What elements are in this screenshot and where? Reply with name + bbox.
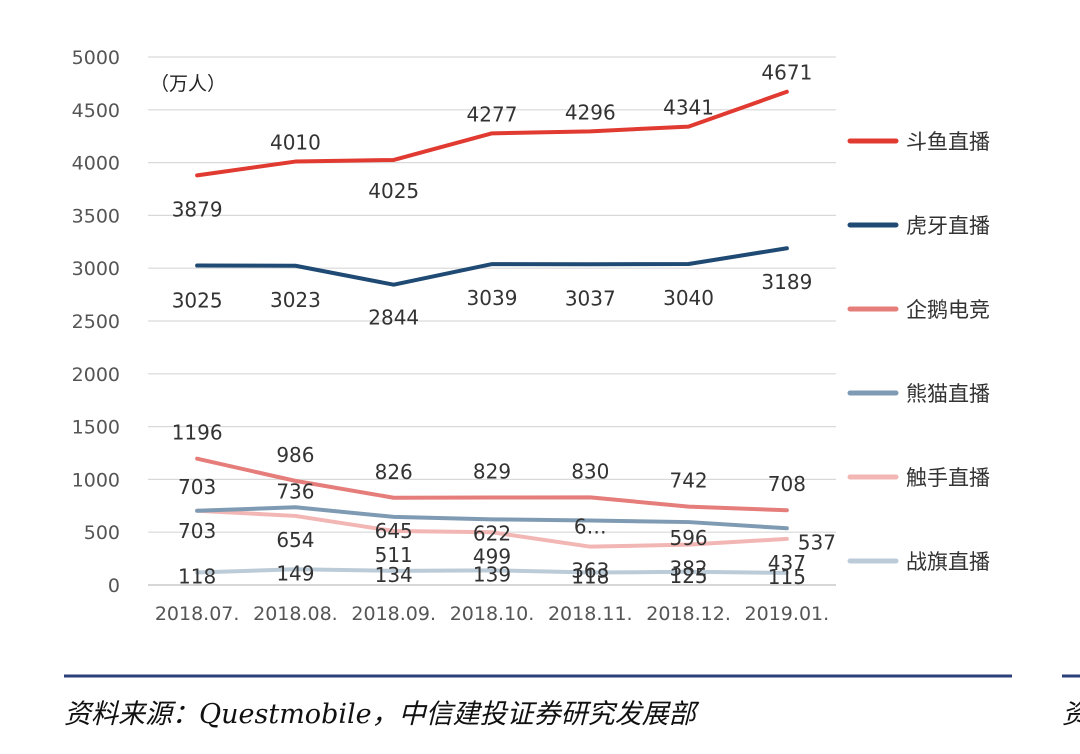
data-label: 4671 [761, 61, 812, 85]
data-label: 622 [473, 521, 511, 545]
series-line-2 [195, 456, 789, 513]
y-tick-label: 3500 [72, 205, 120, 227]
data-label: 645 [375, 519, 413, 543]
data-label: 139 [473, 562, 511, 586]
data-label: 703 [178, 475, 216, 499]
series-lines [195, 89, 789, 575]
data-label: 4277 [467, 102, 518, 126]
x-axis: 2018.07. 2018.08. 2018.09. 2018.10. 2018.11.… [155, 603, 829, 625]
y-tick-label: 2000 [72, 364, 120, 386]
data-label: 830 [571, 459, 609, 483]
data-label: 537 [798, 530, 836, 554]
data-label: 363 [571, 559, 609, 583]
data-labels: 3879 4010 4025 4277 4296 4341 4671 3025 3023 2844… [172, 61, 836, 589]
legend-label: 触手直播 [906, 466, 990, 490]
data-label: 2844 [368, 306, 419, 330]
y-tick-label: 500 [84, 522, 120, 544]
data-label: 742 [669, 469, 707, 493]
y-tick-label: 1000 [72, 469, 120, 491]
legend-label: 熊猫直播 [906, 382, 990, 406]
legend-label: 战旗直播 [906, 550, 990, 574]
data-label: 826 [375, 460, 413, 484]
y-axis: 0 500 1000 1500 2000 2500 3000 3500 4000 4500 5000 [72, 47, 120, 597]
y-tick-label: 2500 [72, 311, 120, 333]
data-label: 654 [276, 528, 314, 552]
data-label: 3039 [467, 286, 518, 310]
data-label: 829 [473, 459, 511, 483]
data-label: 4025 [368, 179, 419, 203]
legend-label: 虎牙直播 [906, 214, 990, 238]
data-label: 125 [669, 564, 707, 588]
x-tick-label: 2018.08. [253, 603, 338, 625]
source-note: 资料来源：Questmobile，中信建投证券研究发展部 [64, 699, 696, 730]
series-line-1 [195, 246, 789, 287]
data-label: 4341 [663, 96, 714, 120]
data-label: 703 [178, 519, 216, 543]
data-label: 149 [276, 561, 314, 585]
data-label: 499 [473, 544, 511, 568]
cropped-source-glyph: 资 [1062, 692, 1080, 731]
data-label: 3025 [172, 289, 223, 313]
x-tick-label: 2018.12. [646, 603, 731, 625]
grid-lines [148, 56, 836, 586]
data-label: 4296 [565, 100, 616, 124]
y-tick-label: 1500 [72, 417, 120, 439]
x-tick-label: 2019.01. [745, 603, 830, 625]
data-label: 708 [768, 472, 806, 496]
data-label: 596 [669, 526, 707, 550]
data-label: 382 [669, 557, 707, 581]
series-line-3 [195, 505, 789, 531]
data-label: 4010 [270, 131, 321, 155]
data-label: 134 [375, 563, 413, 587]
y-tick-label: 3000 [72, 258, 120, 280]
data-label: 3879 [172, 197, 223, 221]
y-tick-label: 0 [108, 575, 120, 597]
unit-label: （万人） [150, 73, 226, 95]
series-line-0 [195, 89, 789, 178]
series-line-4 [195, 508, 789, 549]
x-tick-label: 2018.07. [155, 603, 240, 625]
data-label: 115 [768, 565, 806, 589]
x-tick-label: 2018.10. [450, 603, 535, 625]
data-label: 986 [276, 443, 314, 467]
data-label: 511 [375, 543, 413, 567]
data-label: 3189 [761, 270, 812, 294]
y-tick-label: 5000 [72, 47, 120, 69]
data-label: 736 [276, 479, 314, 503]
data-label: 118 [571, 565, 609, 589]
y-tick-label: 4500 [72, 100, 120, 122]
data-label: 3037 [565, 286, 616, 310]
x-tick-label: 2018.09. [351, 603, 436, 625]
data-label: 3023 [270, 288, 321, 312]
data-label: 118 [178, 565, 216, 589]
legend-label: 斗鱼直播 [906, 130, 990, 154]
x-tick-label: 2018.11. [548, 603, 633, 625]
legend-label: 企鹅电竞 [906, 298, 990, 322]
series-line-5 [195, 567, 789, 575]
data-label: 1196 [172, 421, 223, 445]
y-tick-label: 4000 [72, 153, 120, 175]
data-label: 3040 [663, 286, 714, 310]
data-label: 437 [768, 551, 806, 575]
data-label: 6… [574, 514, 607, 538]
